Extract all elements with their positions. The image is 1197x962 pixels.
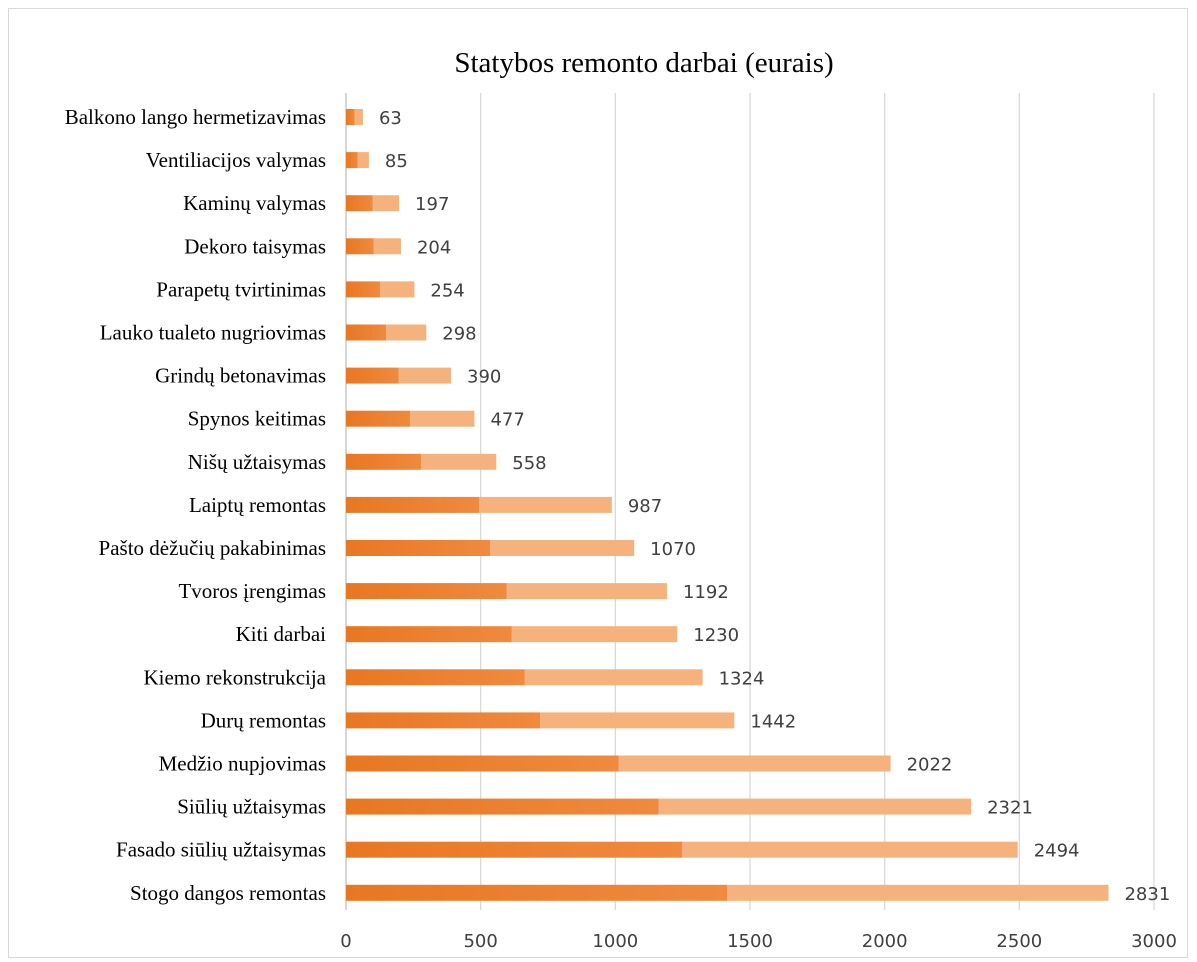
labels: 0 500 1000 1500 2000 2500 3000 Balkono lango he… — [65, 105, 1177, 952]
value-label: 197 — [415, 194, 449, 215]
x-tick-label: 0 — [340, 931, 351, 952]
category-label: Lauko tualeto nugriovimas — [100, 321, 326, 345]
category-label: Balkono lango hermetizavimas — [65, 105, 326, 129]
value-label: 1324 — [719, 668, 765, 689]
value-label: 987 — [628, 496, 662, 517]
category-label: Nišų užtaisymas — [188, 450, 326, 474]
bar — [346, 626, 678, 643]
bar — [346, 324, 427, 341]
value-label: 1230 — [693, 625, 739, 646]
x-tick-label: 500 — [463, 931, 497, 952]
x-tick-label: 2000 — [862, 931, 908, 952]
x-tick-label: 3000 — [1131, 931, 1177, 952]
bar — [346, 238, 401, 255]
bar — [346, 367, 452, 384]
value-label: 390 — [467, 367, 501, 388]
bar — [346, 583, 668, 600]
value-label: 2022 — [907, 755, 953, 776]
category-label: Stogo dangos remontas — [130, 881, 326, 905]
bar — [346, 755, 891, 772]
x-tick-label: 2500 — [996, 931, 1042, 952]
chart-title: Statybos remonto darbai (eurais) — [454, 47, 833, 79]
category-label: Laiptų remontas — [189, 493, 326, 517]
bar — [346, 496, 612, 513]
value-label: 2494 — [1034, 841, 1080, 862]
bars — [346, 109, 1109, 901]
value-label: 2831 — [1124, 884, 1170, 905]
bar — [346, 109, 363, 125]
value-label: 2321 — [987, 798, 1033, 819]
bar — [346, 669, 703, 686]
grid-lines — [345, 93, 1155, 910]
bar — [346, 798, 972, 815]
value-label: 85 — [385, 151, 408, 172]
value-label: 1192 — [683, 582, 729, 603]
value-label: 254 — [430, 280, 464, 301]
value-label: 63 — [379, 108, 402, 129]
bar — [346, 540, 635, 556]
category-label: Tvoros įrengimas — [178, 579, 326, 603]
bar — [346, 453, 497, 470]
value-label: 477 — [490, 410, 524, 431]
category-label: Kaminų valymas — [183, 191, 326, 215]
bar — [346, 841, 1018, 858]
value-label: 298 — [442, 324, 476, 345]
bar — [346, 712, 735, 729]
bar — [346, 195, 400, 212]
value-label: 1442 — [750, 711, 796, 732]
category-label: Grindų betonavimas — [155, 364, 326, 388]
bar — [346, 281, 415, 298]
x-tick-label: 1000 — [592, 931, 638, 952]
category-label: Fasado siūlių užtaisymas — [116, 838, 326, 862]
category-label: Dekoro taisymas — [184, 234, 326, 258]
value-label: 1070 — [650, 539, 696, 560]
category-label: Ventiliacijos valymas — [146, 148, 326, 172]
category-label: Kiti darbai — [236, 622, 327, 646]
category-label: Pašto dėžučių pakabinimas — [99, 536, 326, 560]
category-label: Kiemo rekonstrukcija — [143, 665, 326, 689]
bar — [346, 152, 369, 169]
value-label: 558 — [512, 453, 546, 474]
category-label: Parapetų tvirtinimas — [156, 277, 326, 301]
value-label: 204 — [417, 237, 451, 258]
bar — [346, 884, 1109, 901]
x-tick-label: 1500 — [727, 931, 773, 952]
bar — [346, 410, 475, 427]
category-label: Spynos keitimas — [188, 407, 326, 431]
category-label: Siūlių užtaisymas — [177, 795, 326, 819]
category-label: Durų remontas — [201, 708, 326, 732]
category-label: Medžio nupjovimas — [159, 752, 326, 776]
